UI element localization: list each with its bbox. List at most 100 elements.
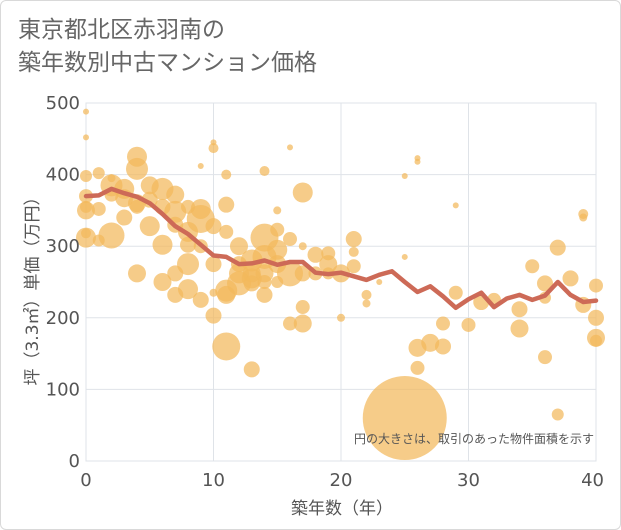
bubble-point [414, 158, 421, 165]
bubble-point [537, 275, 553, 292]
bubble-point [362, 299, 371, 308]
bubble-point [273, 206, 282, 215]
bubble-point [219, 224, 234, 239]
bubble-point [435, 338, 451, 355]
bubble-point [319, 255, 338, 274]
bubble-point [562, 270, 579, 287]
y-tick-label: 200 [46, 308, 80, 329]
bubble-point [230, 237, 248, 256]
bubble-point [180, 236, 196, 253]
bubble-point [77, 201, 95, 220]
bubble-point [126, 157, 148, 180]
bubble-point [345, 231, 362, 248]
bubble-point [81, 228, 91, 239]
bubble-point [80, 170, 92, 183]
trend-line-layer [83, 186, 599, 311]
bubble-point [461, 317, 476, 332]
bubble-point [256, 286, 273, 303]
bubble-point [177, 253, 199, 276]
bubble-point [589, 278, 603, 293]
bubble-point [298, 242, 307, 251]
title-line-2: 築年数別中古マンション価格 [18, 50, 317, 76]
bubble-point [421, 333, 440, 352]
bubble-point [361, 289, 372, 300]
bubble-point [116, 209, 133, 226]
bubble-point [401, 173, 408, 180]
bubble-point [362, 376, 447, 461]
bubble-point [139, 216, 160, 237]
tick-layer: 0 100 200 300 400 500 0 10 20 30 40 [46, 93, 604, 491]
bubble-point [510, 319, 529, 338]
bubble-point [401, 253, 408, 260]
bubble-point [128, 264, 146, 283]
bubble-point [376, 279, 383, 285]
bubble-point [166, 185, 185, 204]
bubble-point [153, 273, 172, 291]
bubble-point [579, 213, 588, 222]
chart-title: 東京都北区赤羽南の 築年数別中古マンション価格 [18, 14, 317, 80]
bubble-point [294, 265, 311, 282]
bubble-point [205, 307, 222, 324]
bubble-point [588, 309, 604, 326]
grid-layer [85, 102, 597, 462]
bubble-point [267, 239, 288, 260]
bubble-point [337, 313, 345, 322]
bubble-point [152, 234, 173, 255]
y-axis-title: 坪（3.3㎡）単価（万円） [23, 188, 43, 385]
bubble-point [292, 182, 313, 203]
y-tick-label: 100 [46, 379, 80, 400]
bubble-point [551, 408, 564, 421]
bubble-point [205, 218, 222, 235]
y-tick-label: 300 [46, 236, 80, 257]
bubble-point [98, 222, 125, 249]
bubble-point [83, 108, 89, 115]
bubble-point [208, 143, 219, 154]
bubble-point [436, 316, 450, 331]
bubble-point [218, 196, 235, 213]
bubble-point [452, 202, 459, 209]
bubble-point [549, 239, 566, 256]
bubble-point [205, 256, 222, 273]
bubble-point [197, 163, 204, 170]
bubble-point [307, 246, 324, 263]
bubble-point [293, 314, 312, 333]
bubble-point [295, 300, 310, 315]
bubble-point [283, 316, 297, 331]
y-tick-label: 400 [46, 165, 80, 186]
bubble-point [346, 259, 361, 274]
x-tick-label: 40 [581, 470, 604, 491]
bubble-point [221, 169, 232, 180]
bubble-point [348, 246, 359, 257]
bubble-point [448, 285, 463, 300]
bubble-point [178, 279, 198, 300]
bubble-point [270, 222, 285, 237]
bubble-point [257, 275, 272, 289]
title-line-1: 東京都北区赤羽南の [18, 17, 225, 43]
bubble-point [164, 200, 187, 223]
bubble-point [130, 199, 144, 214]
bubble-point [243, 275, 260, 292]
bubble-point [83, 134, 89, 141]
bubble-point [243, 361, 260, 378]
bubble-point [287, 144, 293, 151]
x-tick-label: 10 [202, 470, 225, 491]
y-tick-label: 500 [46, 93, 80, 114]
bubble-point [525, 259, 540, 274]
bubble-point [511, 301, 528, 318]
bubble-size-note: 円の大きさは、取引のあった物件面積を示す [354, 431, 594, 446]
x-tick-label: 30 [457, 470, 480, 491]
bubble-point [283, 232, 297, 247]
x-tick-label: 20 [330, 470, 353, 491]
bubble-point [192, 291, 209, 308]
trend-line [83, 186, 599, 311]
bubble-point [277, 260, 303, 287]
bubble-point [91, 201, 106, 216]
bubble-point [92, 167, 105, 180]
bubble-point [538, 350, 552, 365]
bubble-point [410, 360, 425, 375]
y-tick-label: 0 [69, 451, 80, 472]
bubble-point [590, 334, 602, 347]
bubble-point [212, 332, 241, 361]
